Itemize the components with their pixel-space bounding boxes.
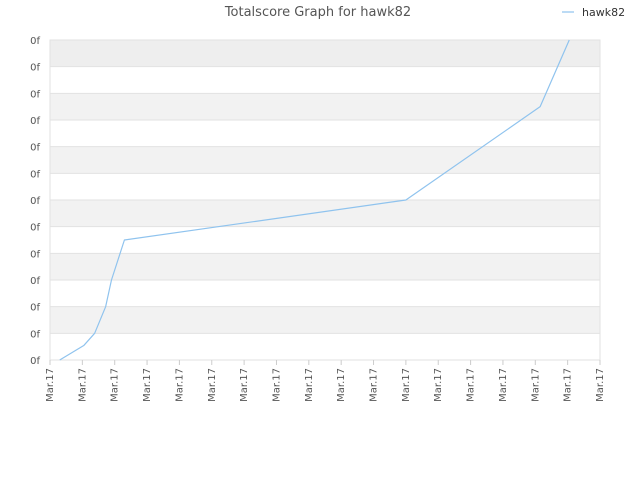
- x-tick-label: Mar.17: [530, 368, 541, 402]
- y-tick-label: 0f: [30, 276, 40, 287]
- grid-band: [50, 40, 600, 67]
- grid-bands: [50, 40, 600, 360]
- grid-band: [50, 173, 600, 200]
- y-tick-label: 0f: [30, 223, 40, 234]
- legend-label: hawk82: [582, 6, 625, 19]
- y-axis-ticks: 0f 0f 0f 0f 0f 0f 0f 0f 0f 0f 0f 0f 0f: [30, 36, 40, 367]
- grid-band: [50, 93, 600, 120]
- y-tick-label: 0f: [30, 169, 40, 180]
- x-tick-label: Mar.17: [271, 368, 282, 402]
- plot-border: [49, 39, 601, 361]
- grid-band: [50, 200, 600, 227]
- grid-band: [50, 333, 600, 360]
- y-tick-label: 0f: [30, 143, 40, 154]
- grid-band: [50, 146, 600, 174]
- grid-lines: [49, 39, 601, 361]
- x-tick-label: Mar.17: [466, 368, 477, 402]
- x-tick-label: Mar.17: [207, 368, 218, 402]
- grid-band: [50, 306, 600, 334]
- legend: hawk82: [562, 6, 625, 19]
- x-tick-label: Mar.17: [239, 368, 250, 402]
- grid-band: [50, 120, 600, 147]
- x-tick-label: Mar.17: [336, 368, 347, 402]
- y-tick-label: 0f: [30, 36, 40, 47]
- x-tick-label: Mar.17: [142, 368, 153, 402]
- x-tick-label: Mar.17: [433, 368, 444, 402]
- y-tick-label: 0f: [30, 356, 40, 367]
- grid-band: [50, 280, 600, 307]
- grid-band: [50, 226, 600, 254]
- x-tick-label: Mar.17: [110, 368, 121, 402]
- y-tick-label: 0f: [30, 196, 40, 207]
- x-tick-label: Mar.17: [595, 368, 606, 402]
- y-tick-label: 0f: [30, 89, 40, 100]
- x-tick-label: Mar.17: [304, 368, 315, 402]
- y-tick-label: 0f: [30, 63, 40, 74]
- chart-title: Totalscore Graph for hawk82: [224, 5, 411, 20]
- grid-band: [50, 66, 600, 94]
- x-tick-label: Mar.17: [401, 368, 412, 402]
- y-tick-label: 0f: [30, 303, 40, 314]
- x-tick-label: Mar.17: [77, 368, 88, 402]
- series-layer: [59, 39, 570, 361]
- series-line-hawk82: [59, 39, 570, 361]
- x-tick-label: Mar.17: [369, 368, 380, 402]
- grid-band: [50, 253, 600, 280]
- y-tick-label: 0f: [30, 116, 40, 127]
- x-tick-label: Mar.17: [498, 368, 509, 402]
- x-tick-label: Mar.17: [563, 368, 574, 402]
- x-axis-ticks: Mar.17 Mar.17 Mar.17 Mar.17 Mar.17 Mar.17 Mar.…: [45, 360, 606, 402]
- x-tick-label: Mar.17: [174, 368, 185, 402]
- y-tick-label: 0f: [30, 329, 40, 340]
- x-tick-label: Mar.17: [45, 368, 56, 402]
- y-tick-label: 0f: [30, 249, 40, 260]
